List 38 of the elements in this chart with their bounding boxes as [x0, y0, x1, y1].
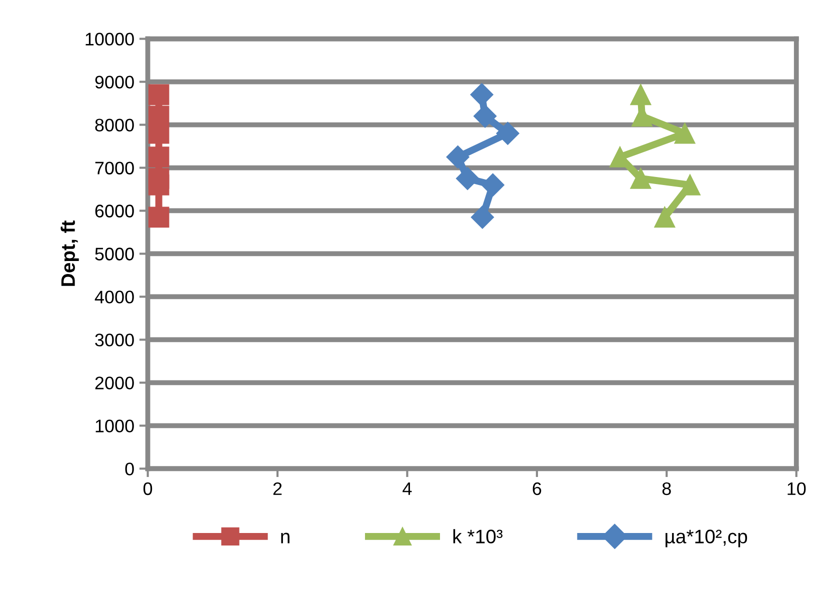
- point: [481, 173, 504, 196]
- point: [630, 84, 652, 106]
- point: [148, 122, 170, 144]
- y-tick-label: 8000: [95, 118, 134, 132]
- y-tick-label: 6000: [95, 204, 134, 218]
- point: [456, 167, 480, 190]
- x-tick-label: 4: [402, 482, 412, 495]
- point: [474, 104, 497, 128]
- y-tick-label: 4000: [94, 290, 134, 304]
- x-tick-label: 2: [273, 482, 282, 495]
- y-tick-label: 9000: [95, 76, 134, 89]
- y-tick-label: 2000: [95, 376, 134, 390]
- point: [148, 84, 170, 106]
- x-tick-label: 10: [788, 482, 806, 496]
- y-tick-label: 1000: [96, 420, 134, 432]
- y-tick-label: 5000: [95, 248, 134, 260]
- x-tick-label: 6: [532, 482, 542, 496]
- y-tick-label: 10000: [86, 32, 134, 46]
- y-tick-label: 3000: [95, 334, 134, 346]
- legend-label: µa*10²,cp: [666, 530, 748, 548]
- x-tick-label: 8: [662, 482, 671, 496]
- point: [680, 174, 700, 196]
- point: [654, 206, 676, 228]
- x-tick-label: 0: [143, 482, 152, 496]
- legend-label: k *10³: [453, 529, 502, 544]
- point: [148, 146, 170, 168]
- point: [148, 206, 170, 228]
- point: [496, 122, 520, 145]
- legend-label: n: [281, 532, 290, 544]
- point: [470, 83, 494, 106]
- point: [674, 122, 696, 144]
- y-axis-title: Dept, ft: [60, 220, 79, 286]
- y-tick-label: 7000: [95, 162, 134, 174]
- point: [446, 146, 470, 169]
- y-tick-label: 0: [125, 462, 134, 476]
- point: [148, 174, 170, 196]
- point: [470, 206, 494, 229]
- point: [630, 168, 652, 189]
